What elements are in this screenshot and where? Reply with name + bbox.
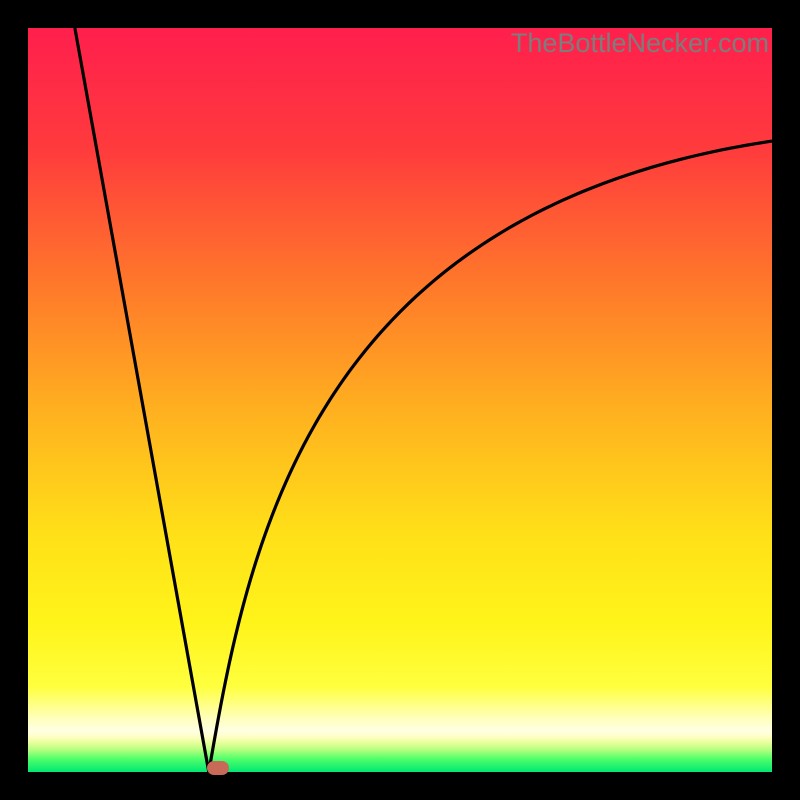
plot-area — [28, 28, 772, 772]
chart-frame: TheBottleNecker.com — [0, 0, 800, 800]
optimal-point-marker — [207, 761, 229, 775]
bottleneck-curve — [28, 28, 772, 772]
watermark-text: TheBottleNecker.com — [511, 28, 769, 59]
curve-path — [75, 28, 772, 772]
